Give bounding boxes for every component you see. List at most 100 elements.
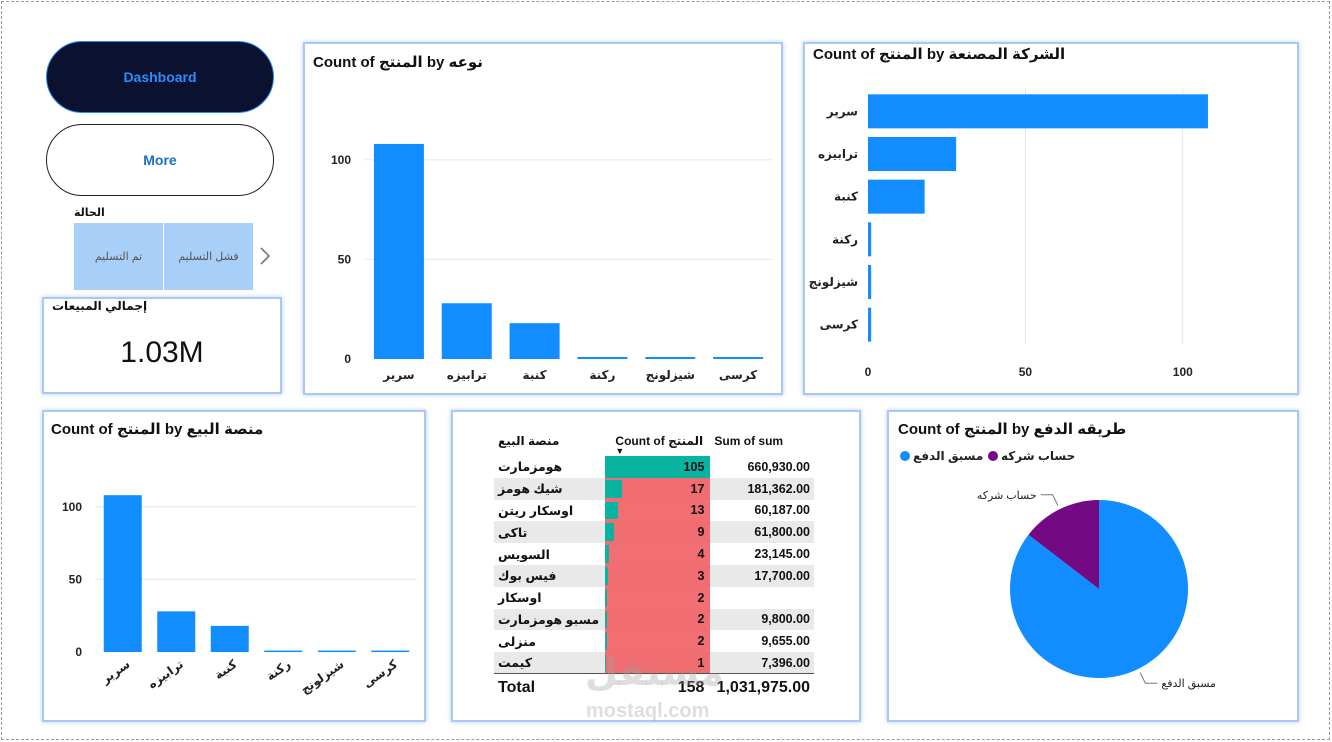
count-value: 105	[683, 459, 705, 474]
y-tick-label: 100	[62, 500, 82, 514]
pie-leader-line	[1040, 494, 1059, 506]
column-header-platform[interactable]: منصة البيع	[498, 434, 560, 448]
bar	[509, 323, 560, 359]
bar	[264, 650, 303, 653]
chevron-right-icon[interactable]	[256, 244, 274, 268]
x-tick-label: ركنة	[589, 368, 615, 382]
table-row: السويس 4 23,145.00	[494, 543, 814, 565]
y-tick-label: ركنة	[832, 232, 858, 246]
cell-platform: تاكى	[494, 521, 606, 544]
y-tick-label: 100	[331, 153, 351, 167]
count-data-bar	[605, 566, 609, 585]
chart-by-platform-title: Count of المنتج by منصة البيع	[51, 421, 264, 438]
total-sum: 1,031,975.00	[710, 673, 814, 702]
count-cell-background	[605, 543, 711, 565]
kpi-label: إجمالي المبيعات	[52, 299, 148, 313]
table-row: منزلى 2 9,655.00	[494, 630, 814, 653]
count-value: 2	[697, 590, 705, 605]
cell-sum: 181,362.00	[710, 477, 814, 500]
status-slicer-title: الحالة	[74, 207, 105, 219]
pie-slice	[1028, 500, 1099, 589]
bar	[577, 357, 628, 359]
y-tick-label: شيزلونج	[809, 275, 858, 290]
bar	[371, 650, 410, 653]
count-value: 17	[690, 481, 705, 496]
cell-platform: هومزمارت	[494, 456, 606, 478]
table-row: تاكى 9 61,800.00	[494, 521, 814, 544]
cell-sum: 23,145.00	[710, 543, 814, 565]
legend-marker	[900, 451, 910, 461]
x-tick-label: كنبة	[212, 657, 240, 682]
x-tick-label: سرير	[382, 368, 414, 382]
bar	[868, 179, 925, 214]
count-cell-background	[605, 564, 711, 587]
more-button[interactable]: More	[46, 124, 274, 196]
pie-data-label: مسبق الدفع	[1161, 678, 1216, 691]
count-data-bar	[605, 588, 608, 607]
cell-sum: 660,930.00	[710, 456, 814, 478]
sort-desc-icon: ▼	[615, 446, 625, 456]
chart-by-payment-title: Count of المنتج by طريقه الدفع	[898, 421, 1127, 438]
x-tick-label: كرسى	[719, 368, 757, 382]
cell-platform: شيك هومز	[494, 477, 606, 500]
bar	[645, 357, 696, 359]
count-cell-background	[605, 586, 711, 609]
table-row: اوسكار 2	[494, 586, 814, 609]
cell-sum	[710, 586, 814, 609]
count-data-bar	[605, 545, 610, 563]
column-header-sum[interactable]: Sum of sum	[714, 434, 784, 448]
count-value: 4	[697, 547, 705, 562]
cell-platform: كيمت	[494, 652, 606, 674]
cell-sum: 7,396.00	[710, 652, 814, 674]
x-tick-label: 50	[1019, 365, 1033, 379]
chart-by-type-title: Count of المنتج by نوعه	[313, 54, 483, 71]
bar	[868, 307, 872, 342]
cell-count: 2	[605, 630, 711, 653]
cell-count: 17	[605, 477, 711, 500]
column-header-count[interactable]: ▼ Count of المنتج	[605, 426, 710, 456]
column-header-count-label: Count of المنتج	[615, 434, 704, 448]
cell-sum: 60,187.00	[710, 499, 814, 522]
bar	[157, 611, 196, 652]
count-cell-background	[605, 499, 711, 522]
legend-label: مسبق الدفع	[913, 449, 983, 463]
count-value: 2	[697, 634, 705, 649]
cell-sum: 9,800.00	[710, 608, 814, 631]
count-cell-background	[605, 630, 711, 653]
cell-platform: مسبو هومزمارت	[494, 608, 606, 631]
pie-leader-line	[1139, 672, 1158, 684]
total-count: 158	[605, 673, 711, 702]
slicer-item-delivered[interactable]: تم التسليم	[74, 223, 163, 290]
table-row: شيك هومز 17 181,362.00	[494, 477, 814, 500]
chart-by-payment-svg: مسبق الدفع حساب شركه مسبق الدفع حساب شركه	[900, 449, 1216, 691]
count-value: 2	[697, 612, 705, 627]
y-tick-label: 50	[69, 572, 83, 586]
y-tick-label: كنبة	[834, 190, 858, 204]
cell-sum: 61,800.00	[710, 521, 814, 544]
total-label: Total	[494, 673, 606, 702]
slicer-item-delivery-failed[interactable]: فشل التسليم	[164, 223, 253, 290]
dashboard-button[interactable]: Dashboard	[46, 41, 274, 113]
x-tick-label: كنبة	[523, 368, 547, 382]
y-tick-label: كرسى	[820, 318, 858, 332]
cell-platform: اوسكار ريتن	[494, 499, 606, 522]
cell-count: 9	[605, 521, 711, 544]
count-cell-background	[605, 477, 711, 500]
chart-by-manufacturer-title: Count of المنتج by الشركة المصنعة	[813, 46, 1066, 63]
bar	[713, 357, 764, 359]
bar	[210, 625, 249, 652]
cell-count: 13	[605, 499, 711, 522]
bar	[868, 265, 872, 299]
cell-count: 4	[605, 543, 711, 565]
platform-table: منصة البيع ▼ Count of المنتج Sum of sum …	[494, 426, 814, 702]
x-tick-label: ترابيزه	[447, 368, 487, 382]
count-value: 13	[690, 503, 705, 518]
cell-count: 1	[605, 652, 711, 674]
cell-count: 105	[605, 456, 711, 478]
count-value: 9	[697, 525, 705, 540]
bar	[317, 650, 356, 653]
count-data-bar	[605, 479, 623, 498]
y-tick-label: 50	[338, 252, 352, 266]
count-data-bar	[605, 458, 711, 476]
kpi-card	[42, 297, 282, 394]
